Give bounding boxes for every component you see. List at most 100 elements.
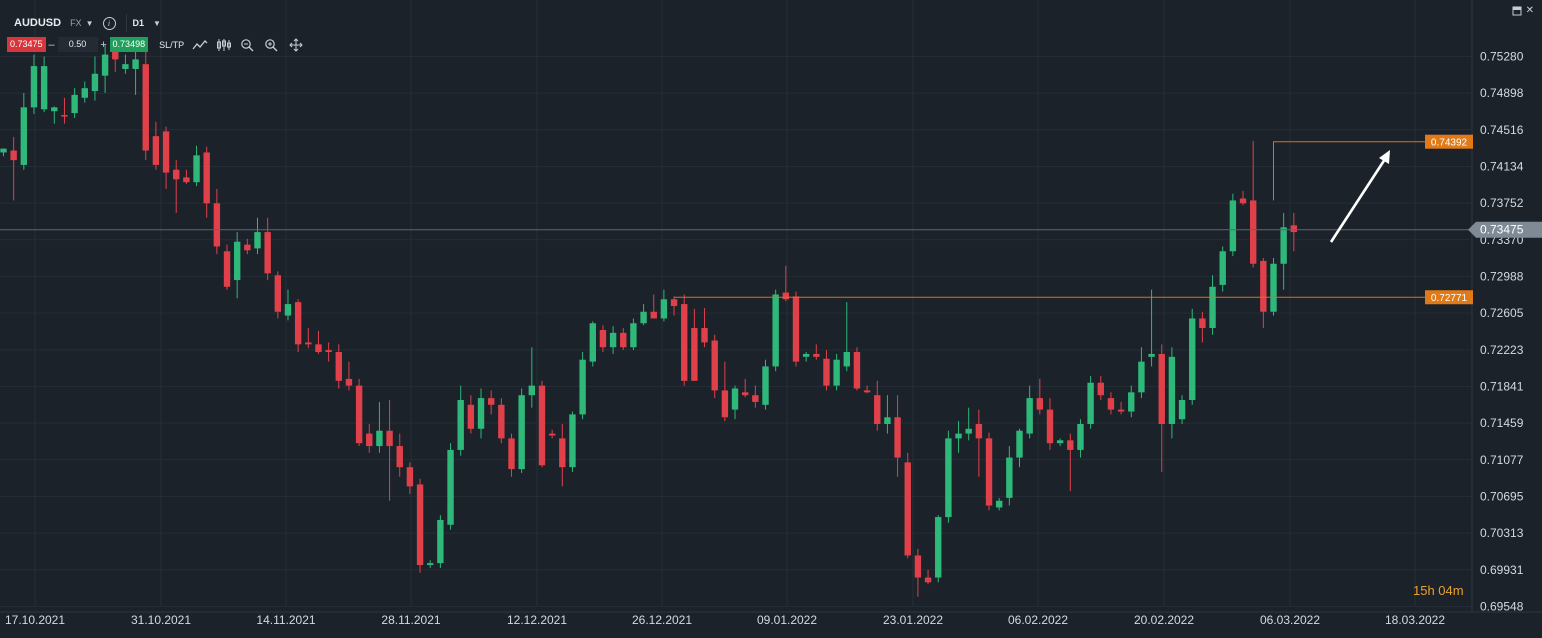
crosshair-icon[interactable]	[288, 37, 304, 52]
quantity-increase-button[interactable]: +	[100, 38, 107, 51]
candle-bullish	[833, 353, 840, 391]
candle-bullish	[254, 217, 261, 255]
candle-bearish	[345, 361, 353, 391]
candle-body	[569, 414, 576, 468]
candle-bearish	[1260, 258, 1267, 329]
candle-body	[447, 449, 454, 525]
candle-body	[1128, 392, 1135, 412]
candle-bearish	[914, 548, 922, 597]
buy-button[interactable]: 0.73498	[109, 37, 149, 52]
y-axis-tick-label: 0.72605	[1480, 306, 1524, 320]
y-axis-tick-label: 0.71077	[1480, 453, 1524, 467]
candle-countdown: 15h 04m	[1413, 583, 1464, 598]
candle-body	[1280, 227, 1287, 264]
candle-body	[132, 59, 139, 69]
candle-body	[853, 352, 861, 389]
candle-bearish	[274, 271, 282, 319]
candle-bearish	[305, 328, 312, 349]
x-axis-tick-label: 20.02.2022	[1134, 613, 1194, 627]
window-maximize-icon[interactable]	[1512, 6, 1522, 16]
quantity-field[interactable]: 0.50	[57, 37, 98, 52]
candle-body	[223, 251, 231, 287]
candle-body	[498, 404, 505, 439]
candle-body	[894, 417, 901, 458]
candle-body	[1270, 263, 1277, 312]
candle-bearish	[823, 350, 830, 391]
candle-body	[650, 311, 657, 319]
candle-bearish	[1158, 344, 1165, 472]
sell-button[interactable]: 0.73475	[7, 37, 46, 52]
candle-body	[1249, 200, 1257, 264]
y-axis-tick-label: 0.74516	[1480, 123, 1524, 137]
candle-bearish	[487, 390, 495, 415]
quantity-decrease-button[interactable]: –	[48, 38, 55, 51]
candle-bearish	[264, 217, 271, 281]
candle-bullish	[843, 302, 850, 372]
trend-arrow-line[interactable]	[1329, 155, 1389, 243]
symbol-dropdown-icon[interactable]: ▼	[85, 18, 94, 28]
candle-body	[995, 500, 1003, 508]
candle-bullish	[1056, 438, 1064, 447]
candle-bearish	[162, 126, 170, 189]
info-icon[interactable]: i	[102, 16, 116, 30]
candle-body	[355, 385, 363, 444]
zoom-out-icon[interactable]	[240, 38, 256, 52]
candle-bullish	[1209, 275, 1216, 335]
candle-bearish	[355, 378, 363, 447]
candle-body	[1097, 382, 1104, 396]
candle-body	[975, 423, 983, 439]
candle-bullish	[579, 352, 586, 420]
close-icon[interactable]: ✕	[1525, 5, 1534, 16]
zoom-in-icon[interactable]	[264, 38, 280, 52]
candle-bearish	[416, 478, 424, 573]
x-axis-tick-label: 18.03.2022	[1385, 613, 1445, 627]
timeframe-selector[interactable]: D1 ▼	[125, 14, 167, 32]
candle-bearish	[498, 398, 505, 444]
candle-body	[264, 232, 271, 274]
candle-body	[813, 353, 820, 357]
x-axis-tick-label: 06.03.2022	[1260, 613, 1320, 627]
candles-icon[interactable]	[216, 38, 232, 52]
candle-bullish	[518, 388, 525, 473]
candle-bullish	[1178, 395, 1186, 424]
y-axis-tick-label: 0.72223	[1480, 343, 1524, 357]
candle-bullish	[1219, 246, 1226, 292]
candle-bearish	[152, 121, 160, 170]
candle-bearish	[315, 330, 322, 354]
symbol-label[interactable]: AUDUSD	[14, 17, 62, 29]
window-controls: ✕	[1512, 5, 1534, 17]
candle-body	[823, 358, 830, 386]
candle-body	[345, 378, 353, 386]
candle-bullish	[447, 443, 454, 530]
candle-body	[305, 342, 312, 345]
candle-bullish	[284, 289, 292, 321]
candle-body	[874, 395, 881, 424]
candle-body	[1087, 382, 1094, 424]
candle-body	[40, 66, 48, 110]
candle-bullish	[762, 359, 769, 410]
candle-bearish	[863, 385, 871, 394]
candle-bullish	[1128, 385, 1135, 418]
candle-bearish	[924, 569, 932, 585]
candle-body	[711, 340, 718, 391]
timeframe-dropdown-icon: ▼	[153, 18, 161, 28]
candle-bullish	[233, 232, 241, 299]
sltp-button[interactable]: SL/TP	[159, 39, 185, 50]
candle-bearish	[559, 423, 566, 487]
candle-bearish	[366, 423, 373, 453]
candle-body	[366, 433, 373, 447]
candle-body	[396, 446, 403, 468]
candle-bullish	[1148, 289, 1155, 367]
candle-body	[437, 519, 444, 564]
candle-body	[792, 296, 800, 362]
candle-bearish	[396, 433, 403, 477]
candle-bullish	[20, 92, 28, 170]
y-axis-tick-label: 0.75280	[1480, 50, 1524, 64]
candle-bullish	[81, 81, 88, 103]
candle-body	[152, 136, 160, 165]
line-chart-icon[interactable]	[192, 38, 208, 52]
candle-body	[538, 385, 546, 466]
x-axis-tick-label: 31.10.2021	[131, 613, 191, 627]
trend-arrow-head[interactable]	[1379, 150, 1390, 164]
